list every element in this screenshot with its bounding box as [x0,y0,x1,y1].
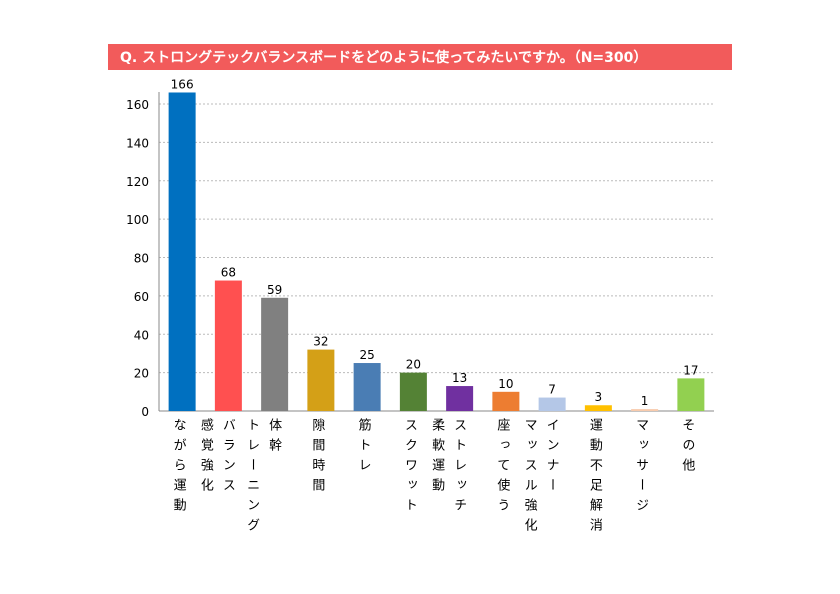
value-label: 1 [641,394,649,408]
x-tick-label: 筋トレ [356,417,372,478]
x-tick-label: インナー [544,418,559,498]
value-label: 68 [221,266,236,280]
title-banner [108,44,732,70]
bar [446,386,474,411]
bar [307,349,335,411]
y-tick-label: 160 [126,98,149,112]
value-label: 17 [683,363,698,377]
y-tick-label: 20 [134,367,149,381]
x-tick-label: 運動不足解消 [587,418,603,538]
y-tick-label: 140 [126,136,149,150]
x-tick-label: トレーニング [244,418,260,538]
x-tick-label: 感覚強化 [198,417,214,498]
y-tick-label: 100 [126,213,149,227]
x-tick-label: マッスル強化 [522,418,538,538]
value-label: 7 [548,383,556,397]
x-tick-label: 柔軟運動 [429,418,445,498]
bar [168,92,196,412]
value-label: 59 [267,283,282,297]
x-tick-label: スクワット [402,418,417,518]
value-label: 25 [359,348,374,362]
bar [631,409,659,411]
x-tick-label: その他 [679,418,695,478]
y-tick-label: 60 [134,290,149,304]
x-tick-label: 体幹 [266,418,282,458]
value-label: 166 [171,77,194,91]
bar [492,391,520,411]
x-tick-label: 座って使う [494,418,510,518]
value-label: 3 [595,390,603,404]
bar [584,405,612,411]
x-tick-label: ストレッチ [451,418,466,518]
y-tick-label: 80 [134,252,149,266]
x-tick-label: 隙間時間 [309,418,325,498]
value-label: 32 [313,335,328,349]
bar [353,363,381,411]
bar [214,280,242,411]
bar [538,397,566,411]
chart-title: Q. ストロングテックバランスボードをどのように使ってみたいですか。（N=300… [120,49,647,66]
value-label: 20 [406,358,421,372]
bar [261,297,289,411]
x-tick-label: バランス [220,418,236,498]
bar [399,372,427,411]
bar [677,378,705,411]
value-label: 10 [498,377,513,391]
x-tick-label: マッサージ [633,418,648,518]
y-tick-label: 120 [126,175,149,189]
y-tick-label: 0 [141,405,149,419]
y-tick-label: 40 [134,328,149,342]
x-tick-label: ながら運動 [171,418,187,518]
value-label: 13 [452,371,467,385]
